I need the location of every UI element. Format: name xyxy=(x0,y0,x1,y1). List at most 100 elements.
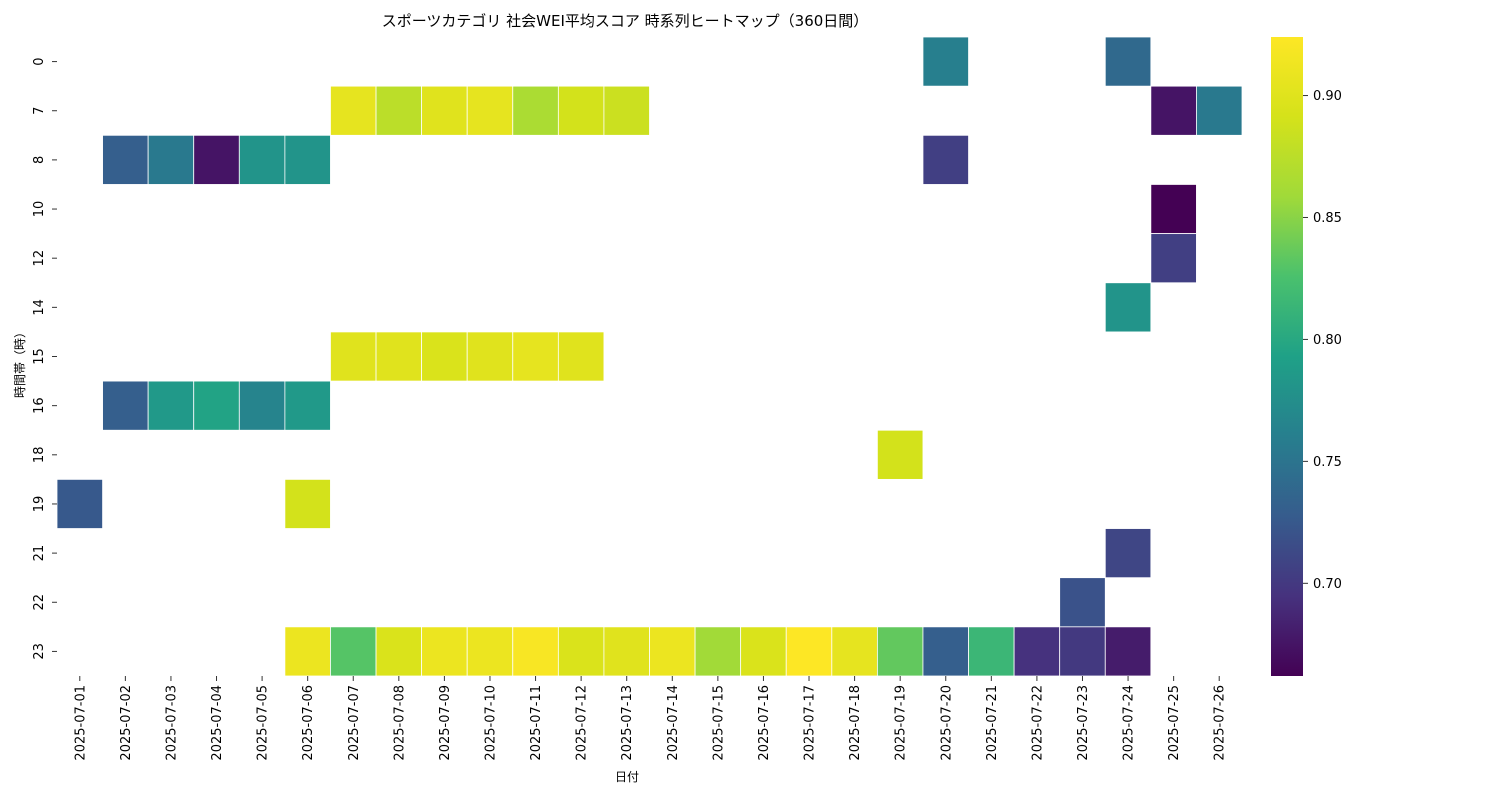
x-tick-label: 2025-07-16 xyxy=(757,685,772,761)
x-tick-label: 2025-07-07 xyxy=(347,685,362,761)
x-tick-label: 2025-07-17 xyxy=(803,685,818,761)
x-tick-label: 2025-07-03 xyxy=(164,685,179,761)
heatmap-cell xyxy=(1150,184,1197,235)
chart-title: スポーツカテゴリ 社会WEI平均スコア 時系列ヒートマップ（360日間） xyxy=(382,12,869,30)
y-axis-label: 時間帯（時） xyxy=(13,326,27,398)
heatmap-cell xyxy=(421,626,468,677)
x-tick-label: 2025-07-15 xyxy=(711,685,726,761)
y-axis-ticks: 0 7 8 10 12 14 15 16 18 19 21 22 23 xyxy=(32,57,57,660)
heatmap-cell xyxy=(1059,577,1106,628)
heatmap-cell xyxy=(922,36,969,87)
heatmap-cell xyxy=(330,626,377,677)
x-tick-label: 2025-07-08 xyxy=(392,685,407,761)
y-tick-label: 8 xyxy=(32,156,47,164)
heatmap-cell xyxy=(466,85,514,136)
heatmap-cell xyxy=(694,626,742,677)
heatmap-cell xyxy=(284,626,331,677)
heatmap-cell xyxy=(968,626,1015,677)
heatmap-cell xyxy=(785,626,833,677)
colorbar-tick-label: 0.90 xyxy=(1313,89,1342,104)
x-tick-label: 2025-07-01 xyxy=(73,685,88,761)
heatmap-cell xyxy=(238,380,286,431)
colorbar-ticks: 0.70 0.75 0.80 0.85 0.90 xyxy=(1303,89,1342,592)
heatmap-cell xyxy=(421,331,468,382)
heatmap-cell xyxy=(147,380,195,431)
heatmap-cell xyxy=(193,134,240,185)
x-axis-label: 日付 xyxy=(615,770,639,784)
heatmap-cell xyxy=(421,85,468,136)
x-axis-ticks: 2025-07-01 2025-07-02 2025-07-03 2025-07-04… xyxy=(73,676,1228,761)
y-tick-label: 23 xyxy=(32,643,47,660)
x-tick-label: 2025-07-12 xyxy=(575,685,590,761)
colorbar-tick-label: 0.80 xyxy=(1313,333,1342,348)
heatmap-cell xyxy=(922,626,969,677)
heatmap-cell xyxy=(557,85,605,136)
heatmap-cell xyxy=(1059,626,1106,677)
heatmap-cell xyxy=(1104,626,1152,677)
heatmap-cell xyxy=(375,85,423,136)
x-tick-label: 2025-07-21 xyxy=(985,685,1000,761)
heatmap-cell xyxy=(922,134,969,185)
y-tick-label: 16 xyxy=(32,397,47,414)
heatmap-cell xyxy=(102,380,149,431)
heatmap-cell xyxy=(330,331,377,382)
x-tick-label: 2025-07-04 xyxy=(210,685,225,761)
x-tick-label: 2025-07-02 xyxy=(119,685,134,761)
x-tick-label: 2025-07-25 xyxy=(1167,685,1182,761)
heatmap-cell xyxy=(876,429,924,480)
heatmap-cell xyxy=(102,134,149,185)
heatmap-cell xyxy=(284,478,331,529)
heatmap-cell xyxy=(512,331,559,382)
x-tick-label: 2025-07-26 xyxy=(1213,685,1228,761)
y-tick-label: 10 xyxy=(32,201,47,218)
heatmap-cell xyxy=(1013,626,1061,677)
heatmap-cell xyxy=(512,85,559,136)
heatmap-cell xyxy=(1104,36,1152,87)
x-tick-label: 2025-07-13 xyxy=(620,685,635,761)
colorbar xyxy=(1271,37,1303,676)
x-tick-label: 2025-07-10 xyxy=(483,685,498,761)
heatmap-cell xyxy=(649,626,696,677)
y-tick-label: 21 xyxy=(32,545,47,562)
x-tick-label: 2025-07-23 xyxy=(1076,685,1091,761)
x-tick-label: 2025-07-22 xyxy=(1030,685,1045,761)
y-tick-label: 7 xyxy=(32,107,47,115)
colorbar-tick-label: 0.75 xyxy=(1313,455,1342,470)
x-tick-label: 2025-07-19 xyxy=(894,685,909,761)
y-tick-label: 12 xyxy=(32,250,47,267)
heatmap-cell xyxy=(466,626,514,677)
heatmap-cell xyxy=(375,331,423,382)
y-tick-label: 18 xyxy=(32,447,47,464)
heatmap-cell xyxy=(831,626,878,677)
x-tick-label: 2025-07-06 xyxy=(301,685,316,761)
heatmap-cell xyxy=(1150,233,1197,284)
x-tick-label: 2025-07-09 xyxy=(438,685,453,761)
heatmap-cell xyxy=(193,380,240,431)
y-tick-label: 19 xyxy=(32,496,47,513)
x-tick-label: 2025-07-14 xyxy=(666,685,681,761)
heatmap-cell xyxy=(1196,85,1243,136)
heatmap-cell xyxy=(238,134,286,185)
x-tick-label: 2025-07-11 xyxy=(529,685,544,761)
heatmap-cell xyxy=(1104,282,1152,333)
heatmap-cell xyxy=(56,478,103,529)
colorbar-tick-label: 0.70 xyxy=(1313,577,1342,592)
y-tick-label: 0 xyxy=(32,57,47,65)
heatmap-cell xyxy=(466,331,514,382)
heatmap-cell xyxy=(375,626,423,677)
heatmap-cell xyxy=(603,85,650,136)
colorbar-tick-label: 0.85 xyxy=(1313,211,1342,226)
heatmap-cell xyxy=(284,380,331,431)
y-tick-label: 14 xyxy=(32,299,47,316)
x-tick-label: 2025-07-18 xyxy=(848,685,863,761)
heatmap-cell xyxy=(557,331,605,382)
x-tick-label: 2025-07-05 xyxy=(256,685,271,761)
x-tick-label: 2025-07-24 xyxy=(1122,685,1137,761)
heatmap-cell xyxy=(284,134,331,185)
heatmap-cell xyxy=(876,626,924,677)
heatmap-cell xyxy=(147,134,195,185)
y-tick-label: 15 xyxy=(32,348,47,365)
heatmap-cell xyxy=(1150,85,1197,136)
heatmap-cell xyxy=(512,626,559,677)
